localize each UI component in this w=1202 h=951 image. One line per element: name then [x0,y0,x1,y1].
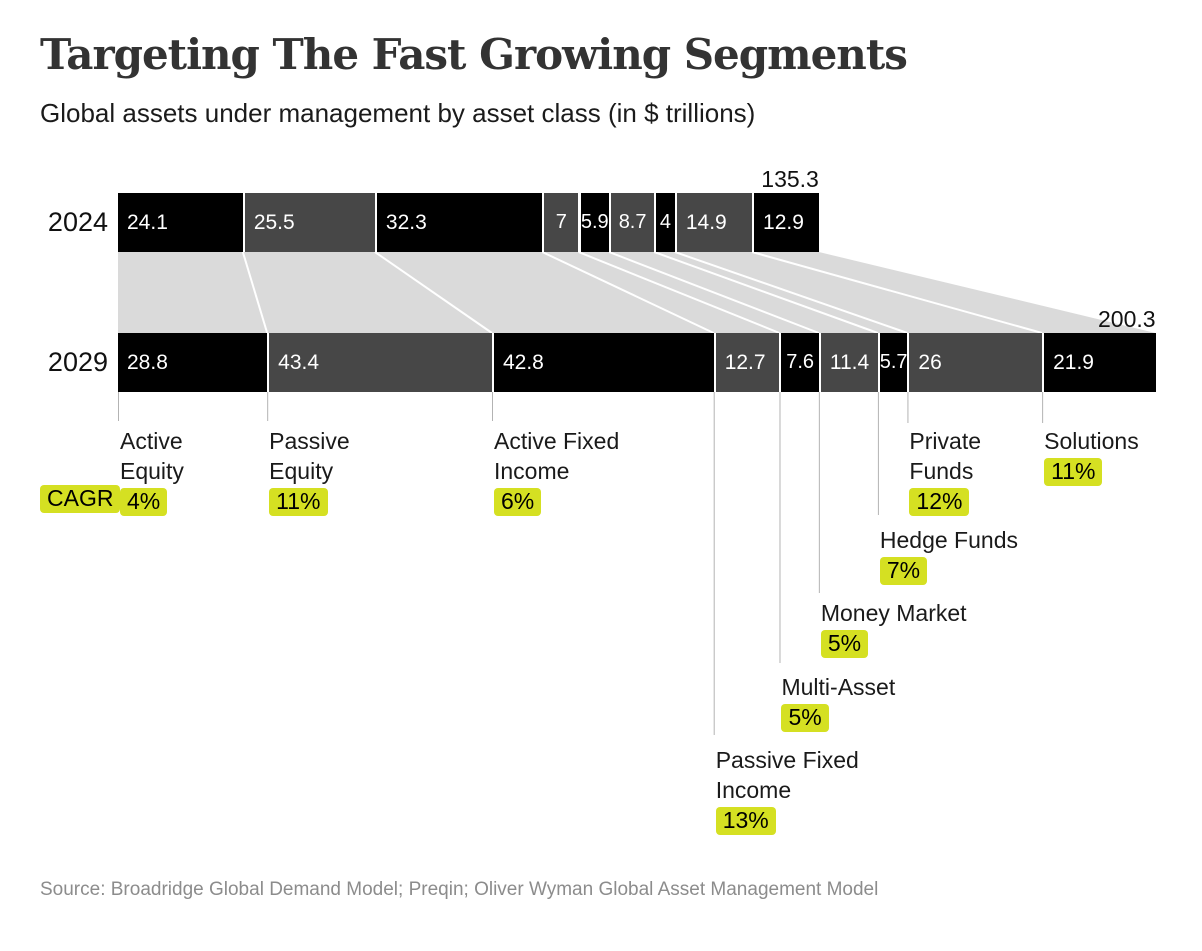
asset-label-money-market: Money Market 5% [820,598,967,658]
asset-label-multi-asset: Multi-Asset 5% [781,672,895,732]
chart-subtitle: Global assets under management by asset … [40,98,756,128]
segment-2029-passive-equity: 43.4 [267,333,492,392]
segment-value: 14.9 [685,210,727,234]
total-label-2024: 135.3 [761,166,819,192]
asset-label-text: Private [909,428,982,454]
cagr-badge-money-market: 5% [820,630,869,658]
asset-label-passive-fixed-income: Passive Fixed Income 13% [715,745,859,835]
asset-label-active-fixed-income: Active Fixed Income 6% [493,426,620,516]
cagr-badge-active-equity: 4% [120,488,168,516]
cagr-badge-solutions: 11% [1044,458,1103,486]
flow-divider [674,251,908,334]
flow-divider [653,251,879,334]
segment-value: 25.5 [253,210,295,234]
asset-label-text: Multi-Asset [781,674,896,700]
segment-2024-hedge-funds: 4 [654,193,675,252]
asset-label-text: Active Fixed [493,428,620,454]
asset-label-text: Money Market [820,600,967,626]
segment-value: 26 [918,350,942,374]
segment-value: 21.9 [1053,350,1094,374]
segment-2029-multi-asset: 7.6 [779,333,819,392]
asset-label-text: Passive Fixed [715,747,859,773]
segment-2024-passive-fixed-income: 7 [542,193,579,252]
asset-label-text: Solutions [1044,428,1139,454]
asset-label-passive-equity: Passive Equity 11% [269,426,350,516]
segment-2024-passive-equity: 25.5 [242,193,375,252]
segment-2024-multi-asset: 5.9 [578,193,610,252]
segment-2029-active-fixed-income: 42.8 [491,333,714,392]
cagr-badge-private-funds: 12% [909,488,970,516]
segment-value: 11.4 [829,350,870,374]
segment-2029-money-market: 11.4 [818,333,878,392]
flow-band [118,252,1156,333]
segment-2024-money-market: 8.7 [609,193,655,252]
cagr-badge-passive-equity: 11% [269,488,328,516]
asset-label-text: Equity [120,458,184,484]
segment-value: 5.7 [879,351,908,373]
flow-divider [578,251,780,334]
segment-value: 7.6 [786,351,815,373]
asset-label-private-funds: Private Funds 12% [909,426,981,516]
segment-2029-passive-fixed-income: 12.7 [713,333,780,392]
segment-2024-private-funds: 14.9 [674,193,753,252]
segment-2024-active-fixed-income: 32.3 [374,193,543,252]
segment-value: 4 [659,211,672,233]
asset-label-hedge-funds: Hedge Funds 7% [879,525,1018,585]
cagr-badge-passive-fixed-income: 13% [715,807,776,835]
flow-divider [374,251,493,334]
asset-label-text: Hedge Funds [879,527,1018,553]
asset-label-text: Passive [269,428,350,454]
segment-value: 5.9 [580,211,609,233]
year-label-2029: 2029 [47,347,108,377]
segment-value: 8.7 [618,211,647,233]
segment-value: 24.1 [127,210,168,234]
segment-value: 28.8 [127,350,168,374]
page-title: Targeting The Fast Growing Segments [40,30,908,79]
year-label-2024: 2024 [47,207,108,237]
asset-label-solutions: Solutions 11% [1044,426,1139,486]
cagr-badge-active-fixed-income: 6% [493,488,542,516]
cagr-badge-multi-asset: 5% [781,704,829,732]
segment-2024-solutions: 12.9 [752,193,819,252]
asset-label-text: Income [715,777,792,803]
segment-2029-solutions: 21.9 [1042,333,1156,392]
segment-value: 43.4 [278,350,320,374]
flow-divider [608,251,820,334]
segment-2024-active-equity: 24.1 [118,193,243,252]
asset-label-text: Funds [909,458,974,484]
segment-value: 12.9 [763,210,804,234]
segment-value: 12.7 [724,350,766,374]
flow-divider [241,251,269,334]
asset-label-text: Income [493,458,570,484]
asset-label-active-equity: Active Equity 4% [120,426,184,516]
segment-2029-active-equity: 28.8 [118,333,268,392]
cagr-badge-hedge-funds: 7% [879,557,928,585]
total-label-2029: 200.3 [1097,306,1156,332]
segment-value: 32.3 [385,210,427,234]
cagr-prefix-badge: CAGR [40,485,121,513]
flow-divider [751,251,1043,334]
segment-2029-hedge-funds: 5.7 [877,333,908,392]
source-note: Source: Broadridge Global Demand Model; … [40,879,879,900]
asset-label-text: Equity [269,458,334,484]
flow-divider [541,251,715,334]
segment-2029-private-funds: 26 [907,333,1043,392]
segment-value: 42.8 [502,350,544,374]
asset-label-text: Active [120,428,183,454]
segment-value: 7 [555,211,567,233]
